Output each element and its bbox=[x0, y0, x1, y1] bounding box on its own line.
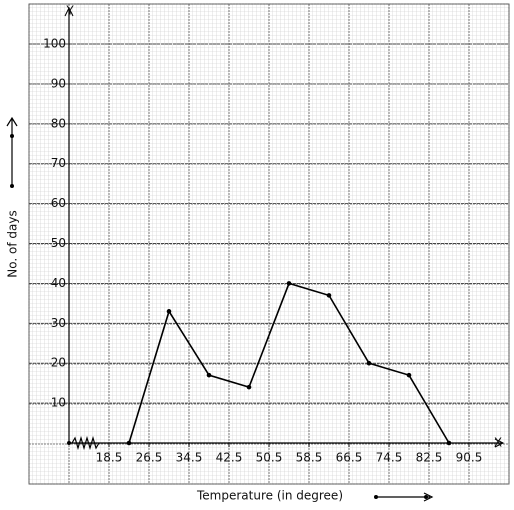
decor-arrows bbox=[6, 116, 434, 502]
point bbox=[286, 281, 292, 286]
y-tick-label: 20 bbox=[51, 356, 66, 370]
x-axis-name: X bbox=[494, 436, 502, 450]
decor-dot bbox=[374, 495, 378, 499]
plot: 10 20 30 40 50 60 70 80 90 100 18.5 26.5 34.5 42.5 50.… bbox=[43, 6, 505, 465]
y-tick-label: 30 bbox=[51, 316, 66, 330]
y-tick-label: 10 bbox=[51, 396, 66, 410]
y-tick-label: 50 bbox=[51, 236, 66, 250]
x-tick-label: 18.5 bbox=[96, 451, 123, 465]
x-tick-label: 58.5 bbox=[296, 451, 323, 465]
origin bbox=[67, 441, 71, 445]
x-axis-label: Temperature (in degree) bbox=[196, 489, 343, 503]
x-tick-label: 90.5 bbox=[456, 451, 483, 465]
y-tick-label: 60 bbox=[51, 196, 66, 210]
x-tick-label: 34.5 bbox=[176, 451, 203, 465]
x-tick-label: 26.5 bbox=[136, 451, 163, 465]
x-tick-label: 50.5 bbox=[256, 451, 283, 465]
x-tick-label: 66.5 bbox=[336, 451, 363, 465]
y-tick-label: 70 bbox=[51, 156, 66, 170]
y-tick-label: 80 bbox=[51, 116, 66, 130]
major-grid bbox=[28, 3, 510, 485]
point bbox=[166, 309, 172, 314]
x-tick-label: 82.5 bbox=[416, 451, 443, 465]
decor-dot bbox=[10, 134, 14, 138]
y-axis-name: Y bbox=[65, 4, 74, 18]
point bbox=[406, 372, 412, 378]
y-tick-label: 100 bbox=[43, 37, 66, 51]
y-axis-label: No. of days bbox=[6, 210, 20, 277]
y-axis-arrow bbox=[64, 6, 74, 17]
point bbox=[366, 360, 372, 366]
point bbox=[446, 440, 452, 446]
point bbox=[246, 384, 252, 390]
point bbox=[126, 440, 132, 446]
x-axis-arrow bbox=[494, 438, 505, 448]
point bbox=[206, 372, 212, 378]
y-tick-label: 40 bbox=[51, 276, 66, 290]
x-tick-label: 74.5 bbox=[376, 451, 403, 465]
point bbox=[326, 293, 332, 298]
decor-dot bbox=[424, 495, 428, 499]
x-tick-label: 42.5 bbox=[216, 451, 243, 465]
y-tick-label: 90 bbox=[51, 76, 66, 90]
decor-dot bbox=[10, 184, 14, 188]
